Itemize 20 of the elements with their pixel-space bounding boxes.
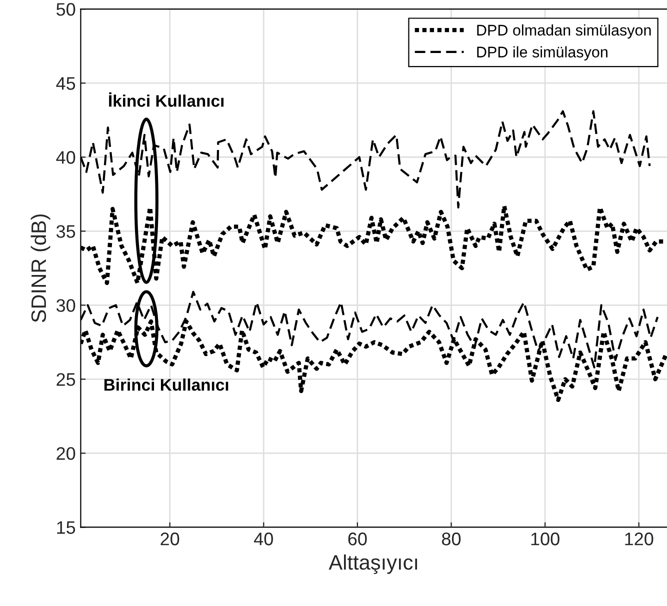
x-axis-title: Alttaşıyıcı: [328, 554, 418, 574]
y-tick-label: 50: [56, 3, 76, 16]
x-tick-label: 100: [531, 532, 560, 546]
x-tick-label: 40: [254, 532, 273, 546]
y-axis-title: SDINR (dB): [30, 214, 50, 322]
y-tick-label: 40: [56, 151, 76, 164]
legend-label: DPD ile simülasyon: [477, 46, 608, 60]
y-tick-label: 25: [56, 373, 76, 386]
y-tick-label: 20: [56, 447, 76, 460]
x-tick-label: 60: [348, 532, 367, 546]
legend-label: DPD olmadan simülasyon: [477, 24, 651, 39]
y-tick-label: 35: [56, 225, 76, 238]
annotation: Birinci Kullanıcı: [104, 378, 228, 391]
y-tick-label: 45: [56, 77, 76, 90]
y-tick-label: 15: [57, 521, 76, 534]
annotation: İkinci Kullanıcı: [109, 92, 224, 107]
y-tick-label: 30: [56, 299, 76, 312]
x-tick-label: 120: [625, 532, 654, 546]
x-tick-label: 80: [442, 532, 461, 546]
x-tick-label: 20: [160, 532, 180, 546]
